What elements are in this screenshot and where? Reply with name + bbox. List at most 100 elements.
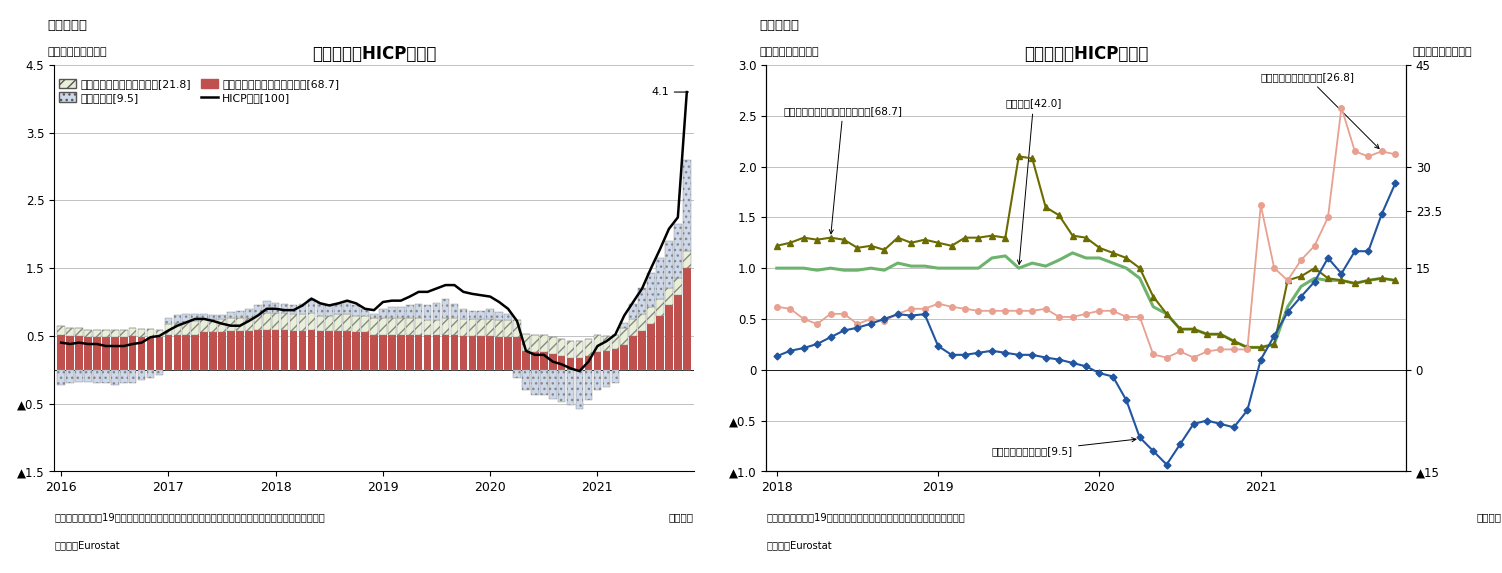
Bar xyxy=(272,303,279,313)
Bar xyxy=(433,320,440,335)
Bar xyxy=(505,337,512,370)
Bar xyxy=(93,337,101,370)
Bar xyxy=(57,335,65,370)
Bar xyxy=(505,313,512,320)
Bar xyxy=(236,331,243,370)
Bar xyxy=(647,324,655,370)
Bar xyxy=(183,313,191,321)
Bar xyxy=(566,340,574,358)
Bar xyxy=(584,339,592,356)
Bar xyxy=(424,305,431,320)
Bar xyxy=(388,335,395,370)
Bar xyxy=(575,358,583,370)
Text: エネルギー（右軸）[9.5]: エネルギー（右軸）[9.5] xyxy=(991,438,1136,456)
Bar xyxy=(218,332,225,370)
Bar xyxy=(674,295,682,370)
Bar xyxy=(369,313,379,317)
Bar xyxy=(236,317,243,331)
Bar xyxy=(460,336,467,370)
Bar xyxy=(584,356,592,370)
Bar xyxy=(442,299,449,317)
Bar xyxy=(406,305,413,317)
Bar xyxy=(308,313,315,330)
Bar xyxy=(138,370,146,380)
Bar xyxy=(523,334,530,351)
Bar xyxy=(209,315,216,319)
Bar xyxy=(683,268,691,370)
Text: （前年同月比、％）: （前年同月比、％） xyxy=(48,47,107,57)
Bar xyxy=(433,335,440,370)
Bar xyxy=(227,312,234,317)
Bar xyxy=(397,317,404,335)
Bar xyxy=(548,337,557,354)
Bar xyxy=(557,339,565,356)
Bar xyxy=(84,337,92,370)
Bar xyxy=(209,319,216,332)
Bar xyxy=(369,335,379,370)
Bar xyxy=(460,319,467,336)
Bar xyxy=(487,309,494,319)
Bar xyxy=(388,308,395,317)
Text: （前年同月比、％）: （前年同月比、％） xyxy=(760,47,819,57)
Bar xyxy=(156,331,164,337)
Bar xyxy=(326,305,333,316)
Bar xyxy=(335,304,342,314)
Bar xyxy=(209,332,216,370)
Bar xyxy=(602,336,610,351)
Bar xyxy=(593,352,601,370)
Bar xyxy=(593,370,601,390)
Bar xyxy=(424,335,431,370)
Bar xyxy=(620,346,628,370)
Bar xyxy=(415,304,422,317)
Bar xyxy=(566,358,574,370)
Bar xyxy=(487,319,494,336)
Bar xyxy=(514,337,521,370)
Bar xyxy=(620,328,628,346)
Bar xyxy=(290,331,297,370)
Bar xyxy=(532,335,539,352)
Bar xyxy=(629,304,637,319)
Bar xyxy=(379,335,386,370)
Bar xyxy=(102,330,110,337)
Bar xyxy=(451,317,458,335)
Bar xyxy=(263,301,270,313)
Bar xyxy=(317,303,324,316)
Text: エネルギーと食食料を除く総合[68.7]: エネルギーと食食料を除く総合[68.7] xyxy=(784,105,903,234)
Bar xyxy=(602,370,610,387)
Bar xyxy=(460,309,467,319)
Bar xyxy=(566,370,574,405)
Bar xyxy=(263,313,270,330)
Bar xyxy=(245,309,252,317)
Bar xyxy=(487,336,494,370)
Bar xyxy=(326,316,333,331)
Bar xyxy=(575,370,583,409)
Bar xyxy=(344,314,351,331)
Text: （前年同月比、％）: （前年同月比、％） xyxy=(1412,47,1472,57)
Text: （注）ユーロ圏は19か国のデータ、［］内は総合指数に対するウェイト: （注）ユーロ圏は19か国のデータ、［］内は総合指数に対するウェイト xyxy=(766,512,964,522)
Text: 財（エネルギー除く）[26.8]: 財（エネルギー除く）[26.8] xyxy=(1260,72,1379,148)
Bar xyxy=(369,317,379,335)
Bar xyxy=(388,317,395,335)
Bar xyxy=(75,328,83,336)
Bar xyxy=(532,352,539,370)
Bar xyxy=(557,370,565,402)
Bar xyxy=(218,315,225,319)
Bar xyxy=(174,315,182,323)
Bar xyxy=(191,335,200,370)
Title: ユーロ圏のHICP上昇率: ユーロ圏のHICP上昇率 xyxy=(1024,45,1148,64)
Bar xyxy=(629,336,637,370)
Bar xyxy=(245,317,252,331)
Title: ユーロ圏のHICP上昇率: ユーロ圏のHICP上昇率 xyxy=(312,45,436,64)
Bar xyxy=(532,370,539,395)
Bar xyxy=(397,335,404,370)
Bar xyxy=(335,314,342,331)
Bar xyxy=(200,319,207,332)
Bar xyxy=(496,337,503,370)
Bar xyxy=(362,309,369,316)
Bar xyxy=(611,335,619,350)
Bar xyxy=(281,313,288,330)
Bar xyxy=(129,336,137,370)
Bar xyxy=(638,331,646,370)
Legend: 食食料（アルコール含む）[21.8], エネルギー[9.5], エネルギー・食食料除く総合[68.7], HICP総合[100]: 食食料（アルコール含む）[21.8], エネルギー[9.5], エネルギー・食食… xyxy=(60,79,339,103)
Bar xyxy=(683,160,691,251)
